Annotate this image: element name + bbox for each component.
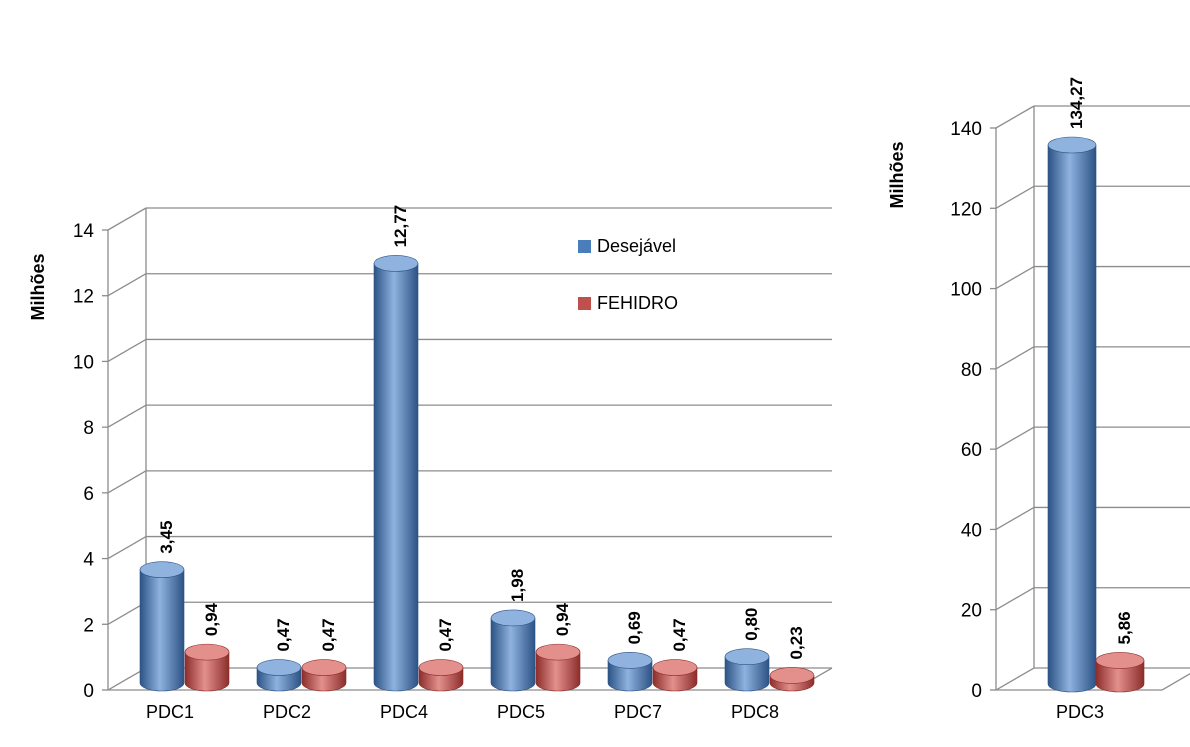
data-label: 0,47	[670, 618, 689, 651]
bar-top-cap	[256, 659, 302, 676]
bar-top-cap	[184, 643, 230, 661]
data-label: 0,94	[553, 602, 572, 636]
y-tick-label: 10	[73, 352, 94, 373]
bar-top-cap	[490, 609, 536, 627]
bar-pdc1-desejavel	[139, 569, 185, 692]
x-tick-label: PDC5	[497, 702, 545, 722]
side-wall-gridline	[107, 667, 147, 691]
legend-label: FEHIDRO	[597, 293, 678, 313]
y-axis-title: Milhões	[887, 141, 907, 208]
bar-pdc5-fehidro	[535, 651, 581, 692]
y-tick-label: 80	[961, 360, 982, 381]
side-wall-gridline	[107, 338, 147, 362]
data-label: 0,47	[319, 618, 338, 651]
bar-top-cap	[652, 659, 698, 676]
legend-swatch	[578, 240, 591, 253]
side-wall-gridline	[107, 207, 147, 231]
y-tick-label: 40	[961, 520, 982, 541]
y-tick-label: 0	[971, 681, 982, 702]
legend-label: Desejável	[597, 236, 676, 256]
x-tick-label: PDC1	[146, 702, 194, 722]
y-tick-label: 100	[950, 280, 982, 301]
data-label: 0,23	[787, 626, 806, 659]
y-tick-label: 140	[950, 119, 982, 140]
side-wall-gridline	[995, 185, 1035, 209]
side-wall-gridline	[995, 426, 1035, 450]
y-tick-label: 8	[83, 418, 94, 439]
y-tick-label: 14	[73, 221, 95, 242]
data-label: 3,45	[157, 521, 176, 554]
bar-pdc4-desejavel	[373, 263, 419, 692]
legend-swatch	[578, 297, 591, 310]
side-wall-gridline	[995, 105, 1035, 129]
y-tick-label: 0	[83, 681, 94, 702]
x-tick-label: PDC2	[263, 702, 311, 722]
y-tick-label: 120	[950, 199, 982, 220]
floor-right-edge	[1161, 673, 1190, 691]
side-wall-gridline	[995, 667, 1035, 691]
y-axis-title: Milhões	[28, 253, 48, 320]
y-tick-label: 6	[83, 484, 94, 505]
data-label: 5,86	[1115, 611, 1134, 644]
y-tick-label: 20	[961, 601, 982, 622]
data-label: 0,80	[742, 608, 761, 641]
y-tick-label: 12	[73, 287, 94, 308]
side-wall-gridline	[107, 470, 147, 494]
x-tick-label: PDC3	[1056, 702, 1104, 722]
side-wall-gridline	[107, 273, 147, 297]
y-tick-label: 2	[83, 615, 94, 636]
side-wall-gridline	[107, 601, 147, 625]
data-label: 0,47	[274, 618, 293, 651]
y-tick-label: 60	[961, 440, 982, 461]
side-wall-gridline	[995, 346, 1035, 370]
bar-top-cap	[607, 652, 653, 669]
data-label: 134,27	[1067, 77, 1086, 129]
side-wall-gridline	[107, 404, 147, 428]
y-tick-label: 4	[83, 550, 94, 571]
side-wall-gridline	[995, 587, 1035, 611]
bar-top-cap	[373, 255, 419, 272]
bar-pdc5-desejavel	[490, 617, 536, 692]
data-label: 0,47	[436, 618, 455, 651]
data-label: 1,98	[508, 569, 527, 602]
bar-top-cap	[724, 648, 770, 666]
bar-pdc3-fehidro	[1095, 660, 1145, 693]
bar-pdc8-desejavel	[724, 656, 770, 692]
bar-top-cap	[1095, 652, 1145, 669]
side-wall-gridline	[995, 506, 1035, 530]
x-tick-label: PDC7	[614, 702, 662, 722]
bar-top-cap	[139, 561, 185, 578]
bar-top-cap	[535, 643, 581, 661]
bar-pdc1-fehidro	[184, 651, 230, 692]
data-label: 0,94	[202, 602, 221, 636]
x-tick-label: PDC8	[731, 702, 779, 722]
data-label: 12,77	[391, 205, 410, 248]
side-wall-gridline	[995, 266, 1035, 290]
bar-top-cap	[301, 659, 347, 676]
side-wall-gridline	[107, 536, 147, 560]
bar-top-cap	[769, 667, 815, 684]
x-tick-label: PDC4	[380, 702, 428, 722]
data-label: 0,69	[625, 611, 644, 644]
bar-pdc7-desejavel	[607, 660, 653, 692]
bar-pdc3-desejavel	[1047, 144, 1097, 693]
bar-top-cap	[1047, 136, 1097, 154]
bar-top-cap	[418, 659, 464, 676]
